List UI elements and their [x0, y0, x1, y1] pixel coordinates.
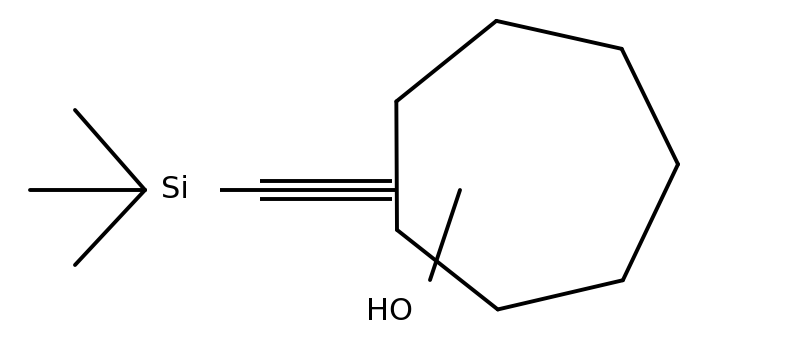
Text: HO: HO	[366, 297, 414, 326]
Text: Si: Si	[161, 176, 189, 205]
